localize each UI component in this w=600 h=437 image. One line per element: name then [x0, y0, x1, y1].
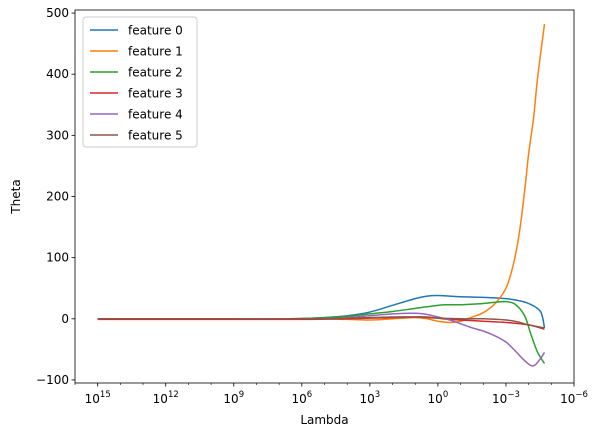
legend-label-feature-5: feature 5	[128, 129, 183, 143]
y-tick-label: 300	[46, 128, 69, 142]
legend-label-feature-4: feature 4	[128, 108, 183, 122]
x-tick-label: 1012	[153, 390, 179, 406]
legend-label-feature-2: feature 2	[128, 66, 183, 80]
legend-label-feature-0: feature 0	[128, 24, 183, 38]
x-tick-label: 103	[360, 390, 381, 406]
y-tick-label: 500	[46, 6, 69, 20]
legend: feature 0 feature 1 feature 2 feature 3 feat…	[82, 16, 198, 148]
legend-label-feature-1: feature 1	[128, 45, 183, 59]
x-tick-label: 10−6	[560, 390, 588, 406]
legend-label-feature-3: feature 3	[128, 87, 183, 101]
x-axis-ticks: 1015 1012 109 106 103 100 10−3 10−6	[74, 383, 588, 406]
x-tick-label: 1015	[85, 390, 111, 406]
y-tick-label: 100	[46, 251, 69, 265]
x-tick-label: 106	[291, 390, 312, 406]
y-tick-label: 200	[46, 190, 69, 204]
y-tick-label: 400	[46, 67, 69, 81]
y-axis-label: Theta	[9, 179, 23, 214]
series-line-feature-5	[97, 316, 545, 329]
y-axis-ticks: −100 0 100 200 300 400 500	[36, 6, 75, 387]
x-tick-label: 100	[428, 390, 449, 406]
y-tick-label: 0	[61, 312, 69, 326]
x-axis-label: Lambda	[300, 413, 348, 427]
x-tick-label: 109	[223, 390, 244, 406]
y-tick-label: −100	[36, 373, 69, 387]
series-layer	[97, 23, 546, 367]
x-tick-label: 10−3	[492, 390, 520, 406]
